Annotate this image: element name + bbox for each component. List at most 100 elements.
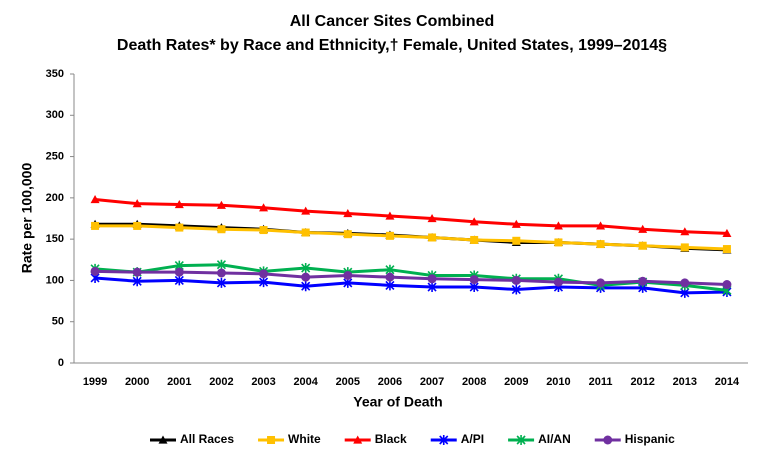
y-tick-label: 300 xyxy=(46,109,64,121)
legend-item: AI/AN xyxy=(508,432,571,446)
series xyxy=(90,195,732,237)
marker xyxy=(90,266,100,276)
marker xyxy=(353,435,363,444)
marker xyxy=(469,217,479,226)
marker xyxy=(638,224,648,233)
marker xyxy=(343,209,353,218)
marker xyxy=(216,259,227,270)
marker xyxy=(680,278,690,288)
y-tick-label: 100 xyxy=(46,274,64,286)
chart-title: All Cancer Sites Combined xyxy=(290,13,495,30)
marker xyxy=(553,277,563,287)
marker xyxy=(511,284,521,295)
marker xyxy=(427,214,437,223)
marker xyxy=(722,228,732,237)
x-tick-label: 1999 xyxy=(83,376,107,388)
marker xyxy=(174,199,184,209)
marker xyxy=(343,230,352,239)
x-axis-title: Year of Death xyxy=(353,394,442,410)
marker xyxy=(385,231,394,240)
series-line xyxy=(94,276,727,295)
legend-label: Black xyxy=(375,432,407,446)
marker xyxy=(259,226,268,235)
marker xyxy=(596,221,606,230)
marker xyxy=(553,221,563,230)
x-tick-label: 2001 xyxy=(167,376,191,388)
marker xyxy=(722,245,731,254)
marker xyxy=(174,275,184,286)
y-tick-label: 350 xyxy=(46,68,64,80)
marker xyxy=(132,267,142,277)
marker xyxy=(428,233,437,242)
marker xyxy=(554,238,563,247)
marker xyxy=(596,240,605,249)
marker xyxy=(511,219,521,228)
x-tick-label: 2004 xyxy=(293,376,318,388)
marker xyxy=(174,267,184,277)
marker xyxy=(427,274,437,284)
series-line xyxy=(95,224,727,251)
y-tick-label: 50 xyxy=(52,316,64,328)
x-tick-label: 2002 xyxy=(209,376,233,388)
marker xyxy=(596,278,606,288)
marker xyxy=(427,282,437,293)
marker xyxy=(512,236,521,245)
marker xyxy=(217,225,226,234)
marker xyxy=(385,272,395,282)
marker xyxy=(216,268,226,278)
marker xyxy=(680,243,689,252)
y-tick-label: 200 xyxy=(46,192,64,204)
marker xyxy=(132,199,142,208)
x-tick-label: 2008 xyxy=(462,376,486,388)
series-line xyxy=(94,198,727,235)
series-line xyxy=(94,263,728,292)
marker xyxy=(175,223,184,232)
marker xyxy=(158,435,168,444)
legend-item: White xyxy=(258,432,321,446)
legend-item: Hispanic xyxy=(594,432,675,446)
legend-label: All Races xyxy=(180,432,234,446)
legend-item: A/PI xyxy=(430,432,484,446)
x-tick-label: 2009 xyxy=(504,376,528,388)
legend-label: A/PI xyxy=(461,432,484,446)
legend-item: Black xyxy=(344,432,407,446)
x-tick-label: 2006 xyxy=(378,376,402,388)
marker xyxy=(680,227,690,236)
legend-item: All Races xyxy=(150,432,234,446)
marker xyxy=(216,277,227,288)
series xyxy=(90,266,732,290)
marker xyxy=(301,206,311,215)
marker xyxy=(603,435,613,445)
y-tick-label: 250 xyxy=(46,150,64,162)
marker xyxy=(638,241,647,250)
marker xyxy=(439,435,449,445)
y-tick-label: 150 xyxy=(46,233,64,245)
marker xyxy=(511,275,521,285)
legend-label: AI/AN xyxy=(538,432,571,446)
marker xyxy=(90,195,100,204)
x-tick-label: 2005 xyxy=(336,376,360,388)
marker xyxy=(132,276,142,287)
marker xyxy=(301,228,310,237)
marker xyxy=(216,200,226,209)
x-tick-label: 2010 xyxy=(546,376,570,388)
marker xyxy=(259,203,269,212)
marker xyxy=(301,281,311,292)
marker xyxy=(258,277,269,288)
marker xyxy=(722,280,732,290)
chart-subtitle: Death Rates* by Race and Ethnicity,† Fem… xyxy=(117,37,667,54)
marker xyxy=(385,280,395,291)
marker xyxy=(638,276,648,286)
marker xyxy=(267,436,276,444)
x-tick-label: 2014 xyxy=(715,376,740,388)
x-tick-label: 2007 xyxy=(420,376,444,388)
x-tick-label: 2003 xyxy=(251,376,275,388)
y-axis-title: Rate per 100,000 xyxy=(19,163,35,274)
x-tick-label: 2000 xyxy=(125,376,149,388)
x-tick-label: 2013 xyxy=(673,376,697,388)
marker xyxy=(259,269,269,279)
x-tick-label: 2011 xyxy=(589,376,613,388)
marker xyxy=(301,263,311,274)
legend-label: Hispanic xyxy=(625,432,675,446)
